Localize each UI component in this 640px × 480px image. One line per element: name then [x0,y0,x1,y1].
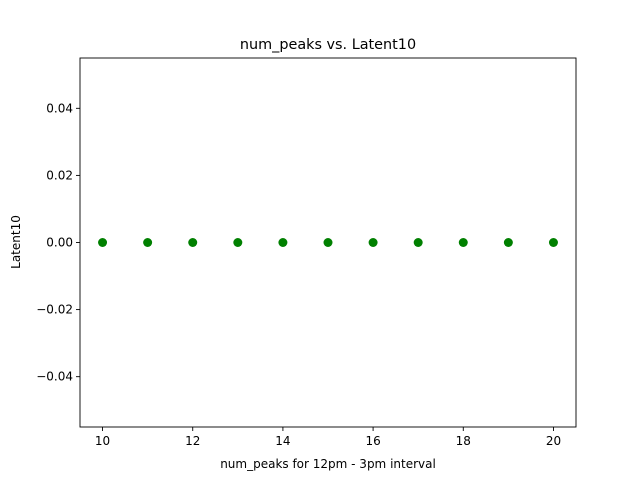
data-point [458,238,468,247]
data-point [503,238,513,247]
y-axis-label: Latent10 [9,215,23,269]
data-point [143,238,153,247]
plot-frame [79,57,577,428]
y-tick-label: 0.04 [46,101,73,115]
y-tick-label: 0.00 [46,236,73,250]
data-point [278,238,288,247]
data-point [413,238,423,247]
data-points [98,238,558,247]
data-point [98,238,108,247]
axis-ticks: 10 12 14 16 18 20 −0.04 −0.02 0.00 0.02 0.04 [36,101,561,448]
x-tick-label: 16 [365,434,380,448]
data-point [188,238,198,247]
data-point [548,238,558,247]
x-tick-label: 18 [456,434,471,448]
x-tick-label: 10 [95,434,110,448]
data-point [323,238,333,247]
y-tick-label: −0.02 [36,303,73,317]
data-point [233,238,243,247]
x-tick-label: 12 [185,434,200,448]
x-axis-label: num_peaks for 12pm - 3pm interval [220,457,436,471]
x-tick-label: 20 [546,434,561,448]
y-tick-label: 0.02 [46,168,73,182]
y-tick-label: −0.04 [36,370,73,384]
x-tick-label: 14 [275,434,290,448]
chart-title: num_peaks vs. Latent10 [240,37,416,53]
data-point [368,238,378,247]
